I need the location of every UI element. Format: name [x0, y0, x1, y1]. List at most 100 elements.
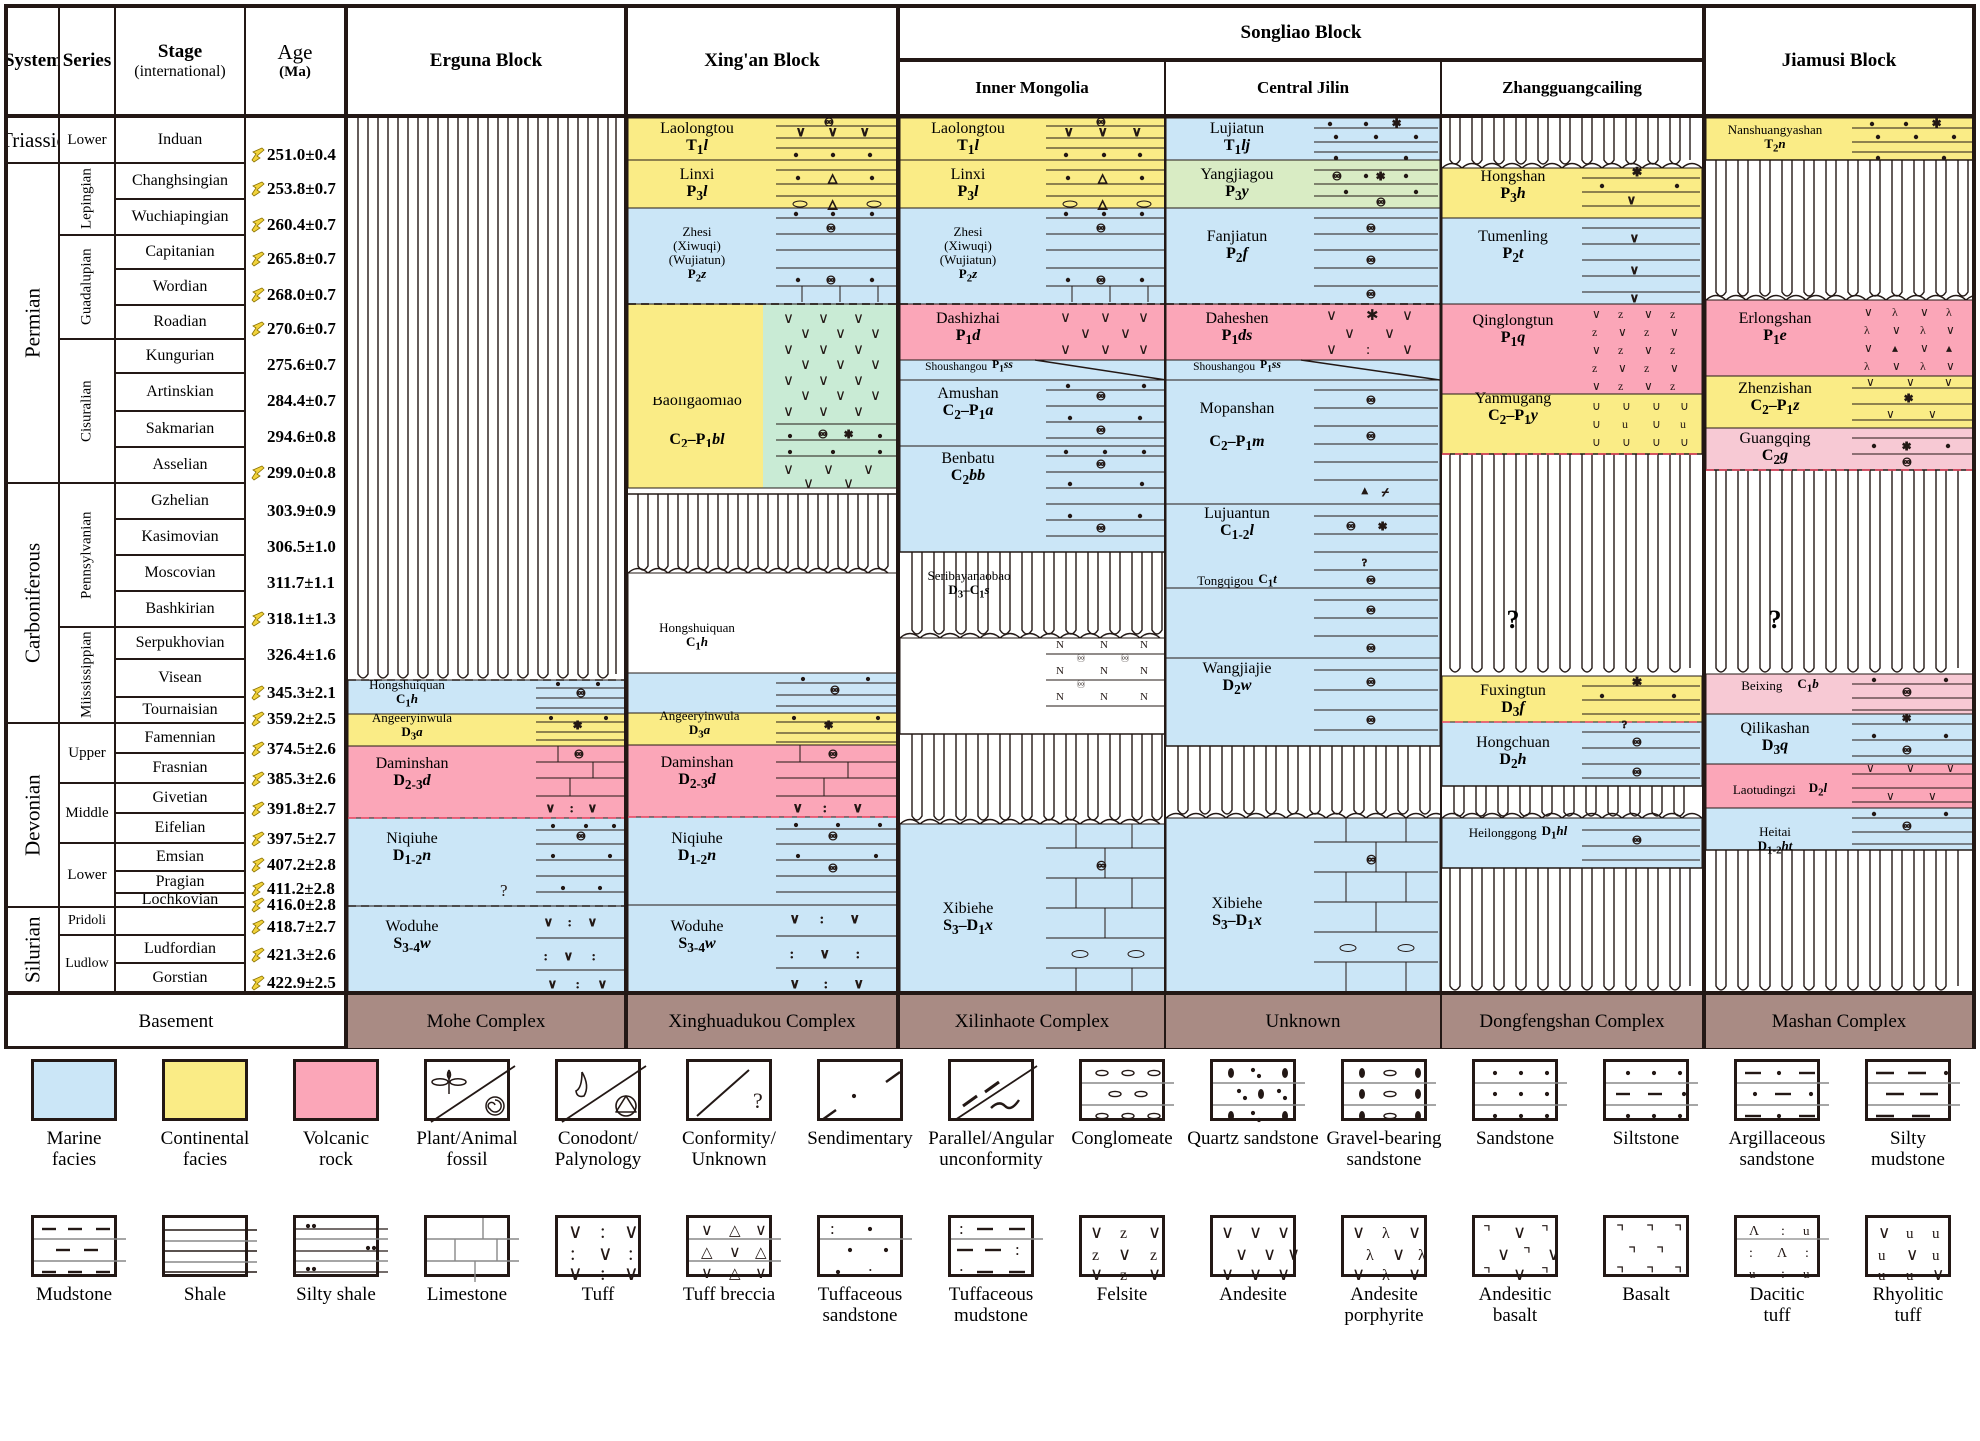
svg-text:∨: ∨ — [1138, 342, 1149, 358]
svg-text:∨: ∨ — [1670, 325, 1679, 339]
central-jilin-lithology-svg: ✱ ♾ ✱ ♾ ♾ ♾ ♾ ∨ ∨ ✱ ∨ ∨ — [1166, 118, 1440, 991]
svg-text:♾: ♾ — [1632, 737, 1642, 749]
svg-text:N: N — [1100, 691, 1108, 703]
age-row-6: 275.6±0.7 — [247, 355, 345, 375]
age-value: 311.7±1.1 — [267, 573, 335, 592]
silty-shale-icon — [293, 1215, 388, 1277]
basement-label: Basement — [138, 1010, 214, 1032]
cj-fm-yangjiagou-name: Yangjiagou — [1200, 166, 1274, 184]
svg-text::: : — [1781, 1267, 1785, 1282]
svg-text:△: △ — [828, 197, 838, 211]
svg-text:⌝: ⌝ — [1616, 1264, 1624, 1282]
stage-row-15: Visean — [115, 659, 245, 697]
series-pridoli: Pridoli — [59, 907, 115, 935]
svg-text:∨: ∨ — [598, 977, 607, 991]
system-triassic-label: Triassic — [8, 127, 58, 152]
legend-item-tuff-breccia-icon: ∨ △ ∨ △ ∨ △ ∨ △ ∨ Tuff breccia — [663, 1215, 795, 1305]
cj-fm-wangjiajie-name: Wangjiajie — [1202, 660, 1272, 678]
header-age-sublabel: (Ma) — [279, 64, 311, 81]
zgcl-fm-hongshan-code: P3h — [1500, 185, 1526, 206]
stage-row-24 — [115, 907, 245, 935]
svg-text:∨: ∨ — [588, 801, 597, 815]
xingan-fm-woduhe: Woduhe S3-4w — [627, 915, 767, 959]
legend-item-felsite-icon: ∨ z ∨ z ∨ z ∨ z ∨ Felsite — [1056, 1215, 1188, 1305]
erguna-fm-niqiuhe: Niqiuhe D1-2n — [347, 827, 477, 871]
age-row-7: 284.4±0.7 — [247, 391, 345, 411]
cj-fm-lujuantun-code: C1-2l — [1220, 522, 1254, 543]
svg-text:♾: ♾ — [1366, 643, 1376, 655]
svg-text:♾: ♾ — [1632, 835, 1642, 847]
legend-item-label: Basalt — [1576, 1284, 1716, 1305]
svg-text:∨: ∨ — [1932, 1265, 1944, 1282]
stage-row-7: Artinskian — [115, 373, 245, 411]
erguna-fm-niqiuhe-code: D1-2n — [392, 847, 432, 868]
jm-fm-guangqing: Guangqing C2g — [1705, 427, 1845, 471]
legend-item-label: Marine facies — [4, 1128, 144, 1171]
legend-item-fill-1: Continental facies — [139, 1059, 271, 1171]
svg-text:∨: ∨ — [755, 1265, 767, 1282]
series-devonian-upper: Upper — [59, 723, 115, 783]
svg-text:∨: ∨ — [729, 1244, 741, 1261]
cj-fm-tongqigou: Tongqigou C1t — [1167, 570, 1307, 592]
stage-row-17: Famennian — [115, 723, 245, 753]
svg-text:∨: ∨ — [1892, 359, 1901, 373]
svg-text:z: z — [1670, 379, 1675, 393]
svg-text:∨: ∨ — [1630, 231, 1639, 245]
svg-text:∨: ∨ — [1592, 379, 1601, 393]
svg-text:∨: ∨ — [870, 357, 881, 373]
svg-text:∨: ∨ — [624, 1221, 639, 1243]
legend-item-label-line: Volcanic — [302, 1128, 370, 1149]
svg-text:N: N — [1056, 691, 1064, 703]
svg-text:∨: ∨ — [701, 1222, 713, 1239]
legend-item-silty-mudstone-icon: Silty mudstone — [1842, 1059, 1974, 1171]
zgcl-fm-tumenling-code: P2t — [1502, 245, 1524, 266]
im-fm-amushan-code: C2–P1a — [942, 402, 994, 423]
stage-row-3: Capitanian — [115, 235, 245, 269]
svg-text:⌝: ⌝ — [1646, 1222, 1654, 1242]
svg-text:∨: ∨ — [818, 342, 829, 358]
legend-item-shale-icon: Shale — [139, 1215, 271, 1305]
stage-row-2: Wuchiapingian — [115, 199, 245, 235]
legend-item-label-line: Conodont/ — [557, 1128, 639, 1149]
stage-label-8: Sakmarian — [145, 420, 215, 437]
silty-mudstone-icon — [1865, 1059, 1960, 1121]
svg-text:△: △ — [701, 1245, 713, 1261]
series-devonian-middle-label: Middle — [65, 804, 109, 821]
series-pennsylvanian-label: Pennsylvanian — [78, 511, 95, 599]
svg-text:Λ: Λ — [1777, 1246, 1788, 1261]
series-guadalupian: Guadalupian — [59, 235, 115, 339]
age-value: 253.8±0.7 — [267, 179, 336, 198]
cj-fm-fanjiatun-name: Fanjiatun — [1206, 228, 1268, 246]
basement-erguna-label: Mohe Complex — [426, 1010, 546, 1032]
cj-fm-xibiehe-code: S3–D1x — [1212, 912, 1262, 933]
svg-text:∨: ∨ — [1080, 326, 1091, 342]
header-subblock-inner-mongolia-label: Inner Mongolia — [975, 78, 1089, 97]
svg-text:∨: ∨ — [1277, 1222, 1290, 1242]
conglomerate-icon — [1079, 1059, 1174, 1121]
svg-text:♾: ♾ — [1366, 575, 1376, 587]
svg-text:♾: ♾ — [824, 118, 834, 129]
cj-fm-lujiatun: Lujiatun T1lj — [1167, 119, 1307, 159]
svg-text::: : — [1366, 342, 1370, 358]
age-value: 385.3±2.6 — [267, 769, 336, 788]
svg-text:∨: ∨ — [1618, 325, 1627, 339]
svg-text:∨: ∨ — [1878, 1223, 1890, 1242]
legend-item-label-line: Tuff breccia — [682, 1284, 776, 1305]
svg-text:✱: ✱ — [1902, 713, 1911, 725]
legend-item-label-line: basalt — [1492, 1305, 1538, 1327]
svg-text:♾: ♾ — [1376, 197, 1386, 209]
stage-label-6: Kungurian — [145, 347, 215, 364]
erguna-column: ♾ ✱ ♾ ∨ : ∨ ♾ — [345, 115, 625, 992]
svg-text:✱: ✱ — [1366, 308, 1379, 324]
age-pin-icon — [251, 251, 265, 267]
legend-item-label-line: Basalt — [1622, 1284, 1670, 1305]
svg-text:♾: ♾ — [818, 429, 828, 441]
legend-color-swatch — [31, 1059, 117, 1121]
header-age: Age (Ma) — [245, 7, 345, 115]
cj-fm-tongqigou-code: C1t — [1258, 570, 1277, 590]
svg-text:∨: ∨ — [1928, 789, 1937, 803]
age-row-0: 251.0±0.4 — [247, 145, 345, 165]
age-row-4: 268.0±0.7 — [247, 285, 345, 305]
cj-fm-mopanshan: Mopanshan C2–P1m — [1167, 397, 1307, 457]
age-pin-icon — [251, 897, 265, 913]
